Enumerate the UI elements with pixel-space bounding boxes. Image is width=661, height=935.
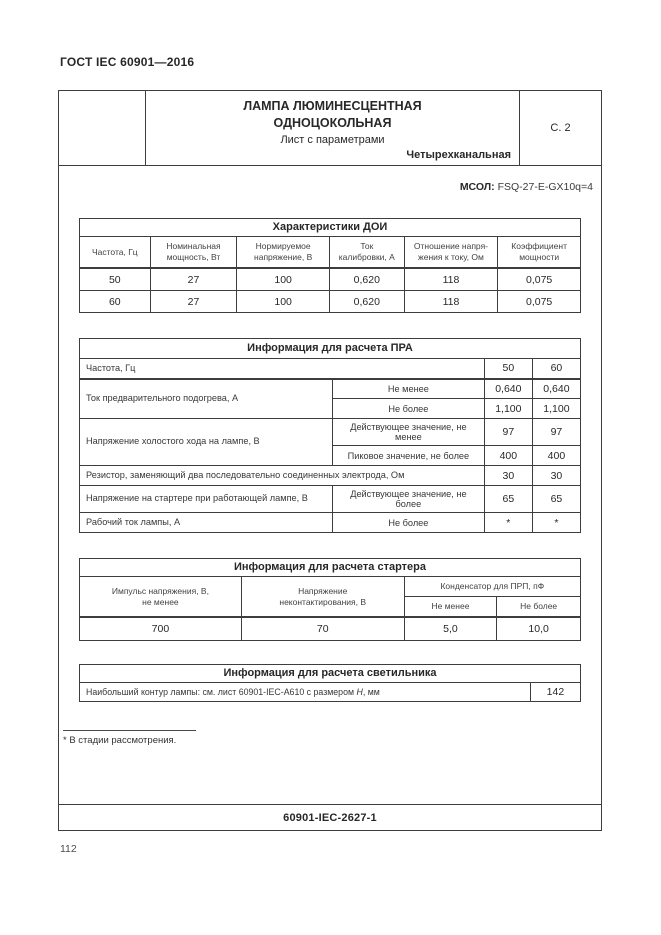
max-lamp-contour-unit: , мм (362, 686, 380, 697)
standard-designation: ГОСТ IEC 60901—2016 (60, 55, 195, 69)
capacitor-max-value: 10,0 (496, 616, 581, 642)
frequency-50: 50 (483, 358, 533, 380)
ocv-rms-60: 97 (531, 418, 582, 447)
lamp-code-label: МСОЛ: (459, 181, 495, 193)
capacitor-max-header: Не более (496, 596, 581, 618)
starter-voltage-qualifier: Действующее значение, не более (332, 485, 485, 514)
doi-header-voltage-current-ratio: Отношение напря- жения к току, Ом (403, 236, 499, 270)
frequency-60: 60 (531, 358, 582, 380)
luminaire-data-row: Наибольший контур лампы: см. лист 60901-… (79, 682, 582, 703)
page-number: 112 (60, 843, 77, 855)
doi-header-frequency: Частота, Гц (79, 236, 151, 270)
doi-cell: 60 (79, 290, 151, 314)
preheat-max-50: 1,100 (483, 398, 533, 420)
doi-header-rated-voltage: Нормируемое напряжение, В (236, 236, 330, 270)
lamp-title-line1: ЛАМПА ЛЮМИНЕСЦЕНТНАЯ (243, 99, 422, 113)
preheat-min-50: 0,640 (483, 378, 533, 400)
starter-voltage-60: 65 (531, 485, 582, 514)
starter-voltage-50: 65 (483, 485, 533, 514)
open-circuit-voltage-label: Напряжение холостого хода на лампе, В (79, 418, 333, 467)
doi-cell: 118 (403, 267, 499, 292)
ocv-rms-qualifier: Действующее значение, не менее (332, 418, 485, 447)
starter-info-table: Информация для расчета стартера Импульс … (79, 558, 582, 642)
open-circuit-rms-row: Напряжение холостого хода на лампе, В Де… (79, 418, 582, 467)
doi-row-60hz: 60 27 100 0,620 118 0,075 (79, 290, 581, 314)
luminaire-table-title: Информация для расчета светильника (79, 664, 581, 684)
doi-cell: 27 (149, 290, 238, 314)
page-frame: ЛАМПА ЛЮМИНЕСЦЕНТНАЯ ОДНОЦОКОЛЬНАЯ Лист … (58, 90, 602, 831)
page-ref: С. 2 (550, 122, 571, 134)
luminaire-info-table: Информация для расчета светильника Наибо… (79, 664, 582, 703)
ballast-info-table: Информация для расчета ПРА Частота, Гц 5… (79, 338, 582, 534)
dimension-symbol: H (356, 686, 363, 697)
doi-cell: 50 (79, 267, 151, 292)
operating-current-row: Рабочий ток лампы, А Не более * * (79, 512, 582, 534)
doi-characteristics-table: Характеристики ДОИ Частота, Гц Номинальн… (79, 218, 581, 314)
page-ref-cell: С. 2 (519, 91, 601, 165)
max-lamp-contour-text: Наибольший контур лампы: см. лист 60901-… (86, 686, 357, 697)
preheat-min-qualifier: Не менее (332, 378, 485, 400)
preheat-min-row: Ток предварительного подогрева, А Не мен… (79, 378, 582, 420)
preheat-max-row: Не более 1,100 1,100 (80, 398, 582, 420)
lamp-code-line: МСОЛ: FSQ-27-E-GX10q=4 (59, 181, 601, 195)
preheat-current-label: Ток предварительного подогрева, А (79, 378, 333, 420)
doi-table-title: Характеристики ДОИ (79, 218, 581, 237)
sheet-code: 60901-IEC-2627-1 (283, 811, 377, 824)
ballast-frequency-row: Частота, Гц 50 60 (79, 358, 582, 380)
frequency-label: Частота, Гц (79, 358, 485, 380)
capacitor-min-header: Не менее (403, 596, 498, 618)
preheat-max-qualifier: Не более (332, 398, 485, 420)
voltage-impulse-header: Импульс напряжения, В, не менее (79, 576, 242, 618)
doi-cell: 0,620 (328, 290, 405, 314)
lamp-variant-label: Четырехканальная (406, 149, 511, 161)
starter-data-row: 700 70 5,0 10,0 (79, 616, 581, 642)
resistor-50: 30 (483, 465, 533, 487)
footnote-text: * В стадии рассмотрения. (63, 735, 177, 747)
ocv-peak-60: 400 (531, 445, 582, 467)
max-lamp-contour-label: Наибольший контур лампы: см. лист 60901-… (79, 682, 531, 703)
max-lamp-contour-value: 142 (529, 682, 582, 703)
starter-voltage-label: Напряжение на стартере при работающей ла… (79, 485, 333, 514)
doi-cell: 100 (236, 267, 330, 292)
starter-table-title: Информация для расчета стартера (79, 558, 581, 578)
doi-cell: 118 (403, 290, 499, 314)
operating-current-qualifier: Не более (332, 512, 485, 534)
capacitor-min-value: 5,0 (403, 616, 498, 642)
ocv-peak-50: 400 (483, 445, 533, 467)
lamp-title-line2: ОДНОЦОКОЛЬНАЯ (273, 116, 392, 130)
resistor-row: Резистор, заменяющий два последовательно… (79, 465, 582, 487)
footnote-separator (63, 730, 196, 732)
operating-current-label: Рабочий ток лампы, А (79, 512, 333, 534)
doi-row-50hz: 50 27 100 0,620 118 0,075 (79, 267, 581, 292)
doi-cell: 100 (236, 290, 330, 314)
operating-current-60: * (531, 512, 582, 534)
doi-header-calibration-current: Ток калибровки, А (328, 236, 405, 270)
non-contact-voltage-header: Напряжение неконтактирования, В (240, 576, 405, 618)
title-block-empty-cell (59, 91, 146, 165)
doi-cell: 0,620 (328, 267, 405, 292)
doi-header-rated-power: Номинальная мощность, Вт (149, 236, 238, 270)
doi-cell: 27 (149, 267, 238, 292)
preheat-min-60: 0,640 (531, 378, 582, 400)
ocv-rms-50: 97 (483, 418, 533, 447)
title-block-center: ЛАМПА ЛЮМИНЕСЦЕНТНАЯ ОДНОЦОКОЛЬНАЯ Лист … (146, 91, 519, 165)
non-contact-voltage-value: 70 (240, 616, 405, 642)
resistor-label: Резистор, заменяющий два последовательно… (79, 465, 485, 487)
starter-voltage-row: Напряжение на стартере при работающей ла… (79, 485, 582, 514)
ballast-table-title: Информация для расчета ПРА (79, 338, 581, 360)
preheat-max-60: 1,100 (531, 398, 582, 420)
sheet-code-band: 60901-IEC-2627-1 (59, 804, 601, 830)
lamp-code-value: FSQ-27-E-GX10q=4 (497, 181, 593, 193)
doi-header-power-factor: Коэффициент мощности (497, 236, 581, 270)
doi-cell: 0,075 (497, 290, 581, 314)
ocv-peak-qualifier: Пиковое значение, не более (332, 445, 485, 467)
capacitor-header: Конденсатор для ПРП, пФ (403, 576, 582, 598)
sheet-subtitle: Лист с параметрами (280, 134, 385, 146)
voltage-impulse-value: 700 (79, 616, 242, 642)
doi-cell: 0,075 (497, 267, 581, 292)
title-block: ЛАМПА ЛЮМИНЕСЦЕНТНАЯ ОДНОЦОКОЛЬНАЯ Лист … (59, 91, 601, 166)
resistor-60: 30 (531, 465, 582, 487)
operating-current-50: * (483, 512, 533, 534)
